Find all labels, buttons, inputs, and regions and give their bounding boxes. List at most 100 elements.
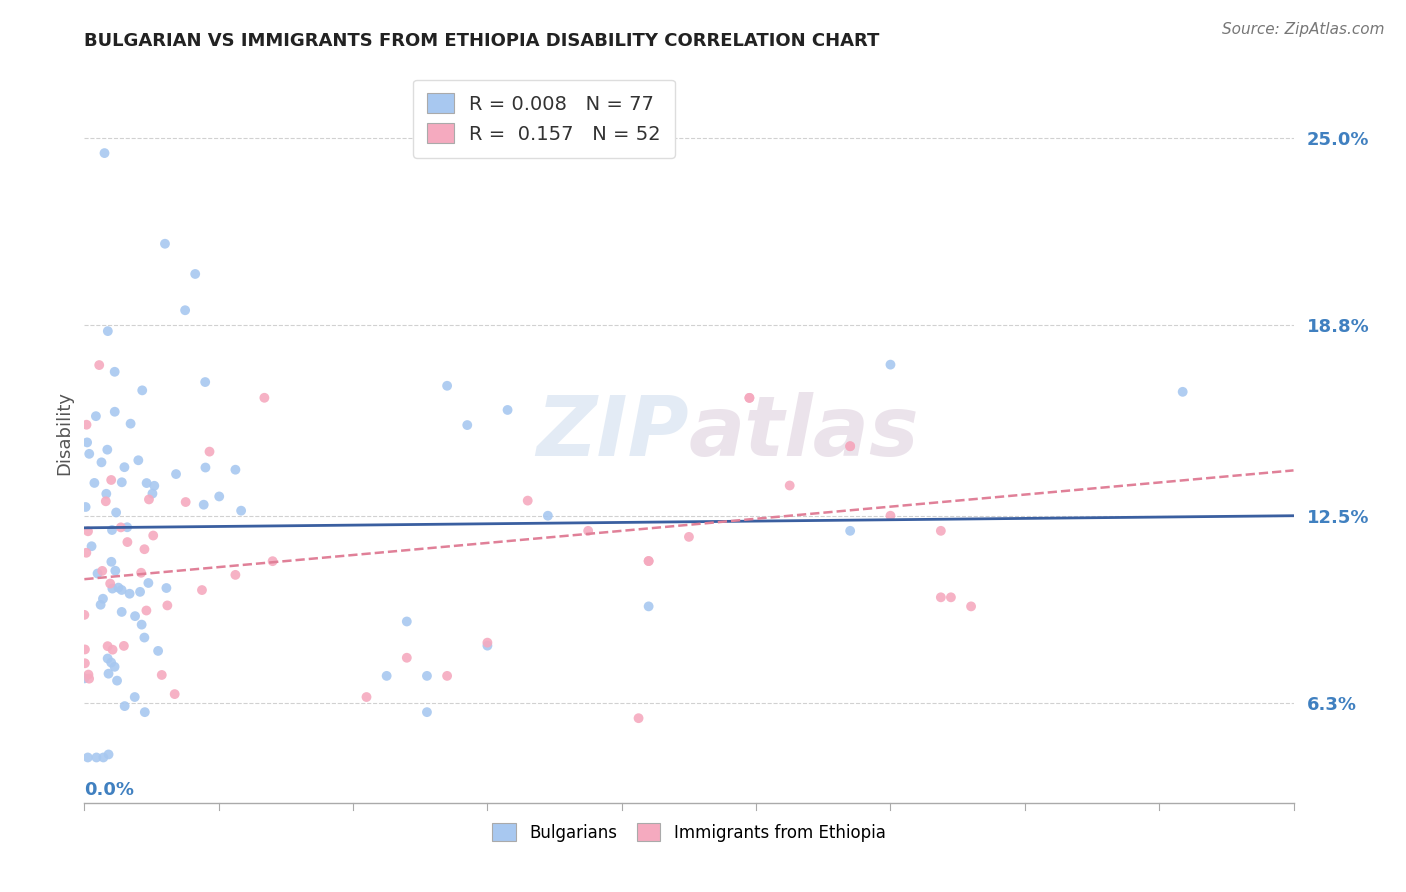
Point <box>135 603 157 617</box>
Point <box>100 555 122 569</box>
Point <box>496 403 519 417</box>
Point <box>208 490 231 504</box>
Point <box>100 473 122 487</box>
Point <box>839 439 862 453</box>
Point <box>416 705 439 719</box>
Point <box>193 498 215 512</box>
Point <box>356 690 378 704</box>
Point <box>436 378 458 392</box>
Text: ZIP: ZIP <box>536 392 689 473</box>
Point <box>111 475 134 490</box>
Point <box>779 478 801 492</box>
Point <box>738 391 761 405</box>
Point <box>97 639 120 653</box>
Point <box>77 672 100 686</box>
Point <box>839 439 862 453</box>
Point <box>194 460 217 475</box>
Point <box>138 492 160 507</box>
Point <box>194 375 217 389</box>
Point <box>91 564 114 578</box>
Point <box>153 236 176 251</box>
Point <box>112 639 135 653</box>
Point <box>142 528 165 542</box>
Point <box>184 267 207 281</box>
Point <box>76 750 98 764</box>
Point <box>143 479 166 493</box>
Point <box>97 666 120 681</box>
Point <box>107 581 129 595</box>
Y-axis label: Disability: Disability <box>55 391 73 475</box>
Point <box>97 324 120 338</box>
Point <box>97 651 120 665</box>
Point <box>120 417 142 431</box>
Point <box>163 687 186 701</box>
Point <box>929 524 952 538</box>
Point <box>939 591 962 605</box>
Point <box>191 583 214 598</box>
Point <box>262 554 284 568</box>
Point <box>104 405 127 419</box>
Point <box>165 467 187 481</box>
Point <box>839 524 862 538</box>
Point <box>101 582 124 596</box>
Point <box>131 617 153 632</box>
Point <box>134 631 156 645</box>
Point <box>537 508 560 523</box>
Point <box>135 476 157 491</box>
Point <box>127 453 149 467</box>
Point <box>112 460 135 475</box>
Point <box>627 711 650 725</box>
Point <box>229 504 252 518</box>
Point <box>73 657 96 671</box>
Point <box>131 384 153 398</box>
Point <box>86 750 108 764</box>
Point <box>101 642 124 657</box>
Point <box>73 642 96 657</box>
Point <box>436 669 458 683</box>
Point <box>134 542 156 557</box>
Point <box>129 566 152 580</box>
Point <box>477 639 499 653</box>
Point <box>224 463 246 477</box>
Point <box>637 599 659 614</box>
Point <box>879 358 901 372</box>
Point <box>80 539 103 553</box>
Point <box>76 435 98 450</box>
Point <box>96 487 118 501</box>
Point <box>90 598 112 612</box>
Point <box>89 358 111 372</box>
Point <box>156 599 179 613</box>
Point <box>155 581 177 595</box>
Point <box>115 520 138 534</box>
Point <box>75 546 97 560</box>
Point <box>174 303 197 318</box>
Point <box>879 508 901 523</box>
Point <box>104 365 127 379</box>
Point <box>73 607 96 622</box>
Point <box>105 673 128 688</box>
Point <box>637 554 659 568</box>
Point <box>101 523 124 537</box>
Point <box>73 672 96 686</box>
Point <box>77 667 100 681</box>
Point <box>77 447 100 461</box>
Point <box>150 668 173 682</box>
Point <box>84 409 107 424</box>
Point <box>395 615 418 629</box>
Point <box>124 690 146 704</box>
Point <box>174 495 197 509</box>
Point <box>129 585 152 599</box>
Text: BULGARIAN VS IMMIGRANTS FROM ETHIOPIA DISABILITY CORRELATION CHART: BULGARIAN VS IMMIGRANTS FROM ETHIOPIA DI… <box>84 32 880 50</box>
Point <box>1171 384 1194 399</box>
Point <box>76 417 98 432</box>
Point <box>253 391 276 405</box>
Point <box>90 455 112 469</box>
Point <box>75 500 97 514</box>
Point <box>929 591 952 605</box>
Point <box>146 644 169 658</box>
Point <box>93 750 115 764</box>
Point <box>94 494 117 508</box>
Point <box>960 599 983 614</box>
Legend: Bulgarians, Immigrants from Ethiopia: Bulgarians, Immigrants from Ethiopia <box>484 815 894 850</box>
Point <box>104 564 127 578</box>
